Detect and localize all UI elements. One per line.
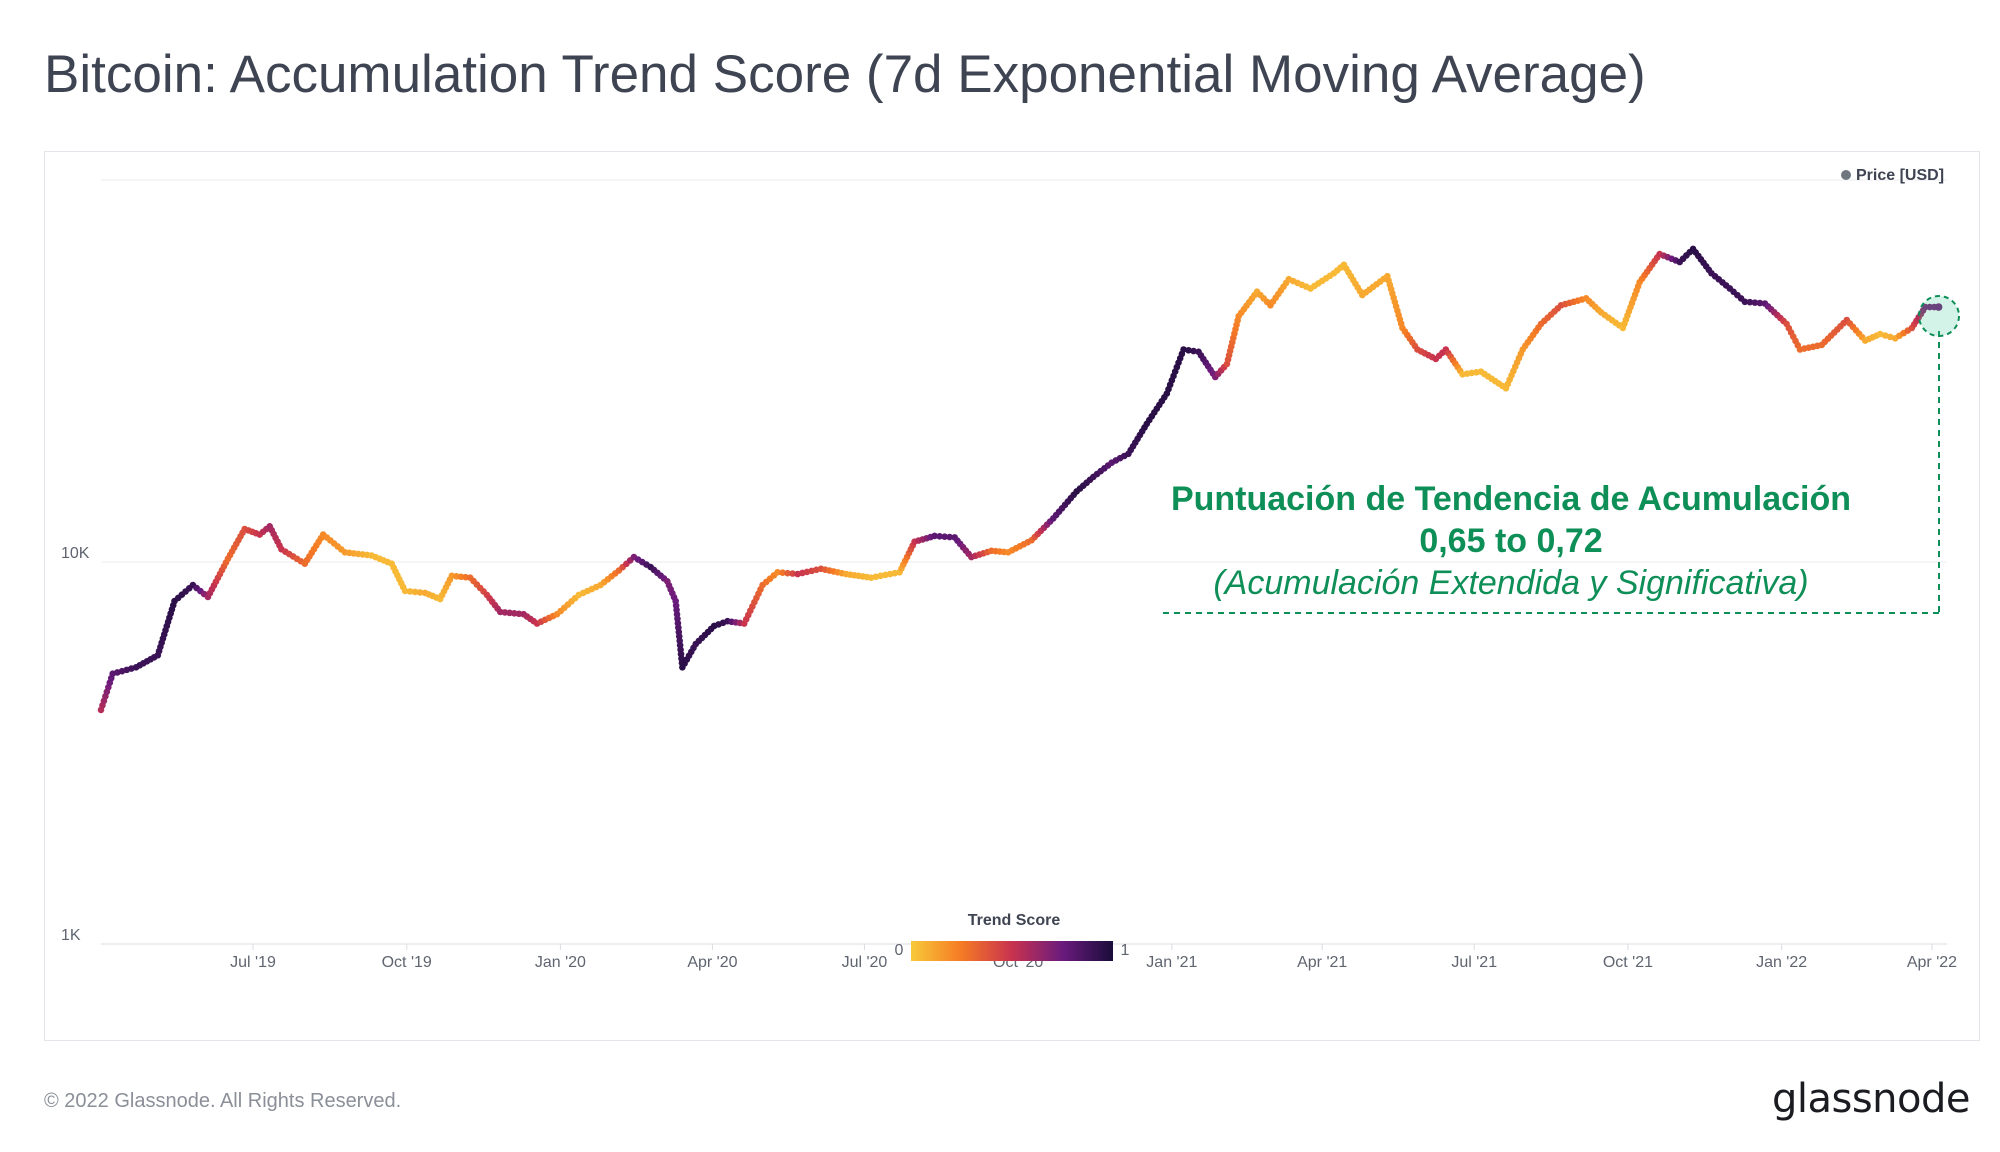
price-dot	[406, 588, 414, 595]
price-dot	[779, 569, 786, 577]
x-tick-label: Apr '20	[687, 954, 737, 971]
x-axis: Jul '19 Oct '19 Jan '20 Apr '20 Jul '20 Oct '…	[101, 943, 1957, 971]
annotation: Puntuación de Tendencia de Acumulación 0…	[1163, 295, 1960, 614]
page-title: Bitcoin: Accumulation Trend Score (7d Ex…	[44, 45, 1646, 104]
price-dot	[1190, 347, 1197, 355]
price-dot	[941, 533, 948, 540]
x-tick-label: Jul '21	[1451, 954, 1497, 971]
colorbar-legend: Trend Score 0 1	[895, 912, 1130, 961]
colorbar-title: Trend Score	[968, 912, 1061, 929]
price-dot	[936, 533, 943, 540]
y-tick-label: 1K	[61, 927, 81, 944]
price-dot	[416, 589, 424, 596]
price-dot	[931, 532, 938, 540]
annotation-range: 0,65 to 0,72	[1419, 522, 1602, 560]
price-dot	[1751, 299, 1759, 306]
price-dot	[946, 533, 953, 541]
colorbar-min-label: 0	[895, 942, 904, 959]
price-dot	[1741, 298, 1749, 306]
annotation-title: Puntuación de Tendencia de Acumulación	[1171, 480, 1851, 518]
price-dots	[97, 245, 1943, 714]
chart-frame: 1K 10K Jul '19 Oct '19 Jan '20 Apr '20 Jul '2…	[44, 151, 1980, 1041]
gridlines	[101, 179, 1947, 945]
price-dot	[1185, 346, 1192, 354]
x-tick-label: Jul '19	[230, 954, 276, 971]
x-tick-label: Apr '22	[1907, 954, 1957, 971]
y-axis: 1K 10K	[61, 545, 90, 944]
price-dot	[1180, 346, 1187, 353]
glassnode-logo[interactable]: glassnode	[1771, 1076, 1971, 1122]
x-tick-label: Oct '19	[382, 954, 432, 971]
price-dot	[1881, 332, 1889, 339]
price-dot	[1876, 330, 1884, 338]
price-dot	[411, 588, 419, 596]
price-dot	[401, 587, 409, 595]
colorbar-gradient	[911, 941, 1113, 961]
price-dot	[1756, 299, 1764, 307]
price-dot	[789, 570, 796, 577]
price-dot-latest[interactable]	[1934, 303, 1943, 311]
colorbar-max-label: 1	[1121, 942, 1130, 959]
annotation-subtitle: (Acumulación Extendida y Significativa)	[1213, 564, 1808, 602]
series-legend-label: Price [USD]	[1856, 167, 1944, 184]
price-chart: 1K 10K Jul '19 Oct '19 Jan '20 Apr '20 Jul '2…	[61, 167, 1960, 971]
x-tick-label: Jan '20	[535, 954, 586, 971]
x-tick-label: Jul '20	[842, 954, 888, 971]
x-tick-label: Oct '21	[1603, 954, 1653, 971]
series-legend-marker	[1841, 170, 1851, 180]
price-dot	[774, 568, 781, 576]
annotation-highlight-circle	[1918, 295, 1960, 337]
price-dot	[784, 569, 791, 577]
x-tick-label: Jan '22	[1756, 954, 1807, 971]
copyright-text: © 2022 Glassnode. All Rights Reserved.	[44, 1090, 402, 1112]
y-tick-label: 10K	[61, 545, 90, 562]
price-dot	[1886, 333, 1894, 341]
x-tick-label: Jan '21	[1146, 954, 1197, 971]
price-dot	[1746, 298, 1754, 306]
series-legend[interactable]: Price [USD]	[1841, 167, 1944, 184]
x-tick-label: Apr '21	[1297, 954, 1347, 971]
